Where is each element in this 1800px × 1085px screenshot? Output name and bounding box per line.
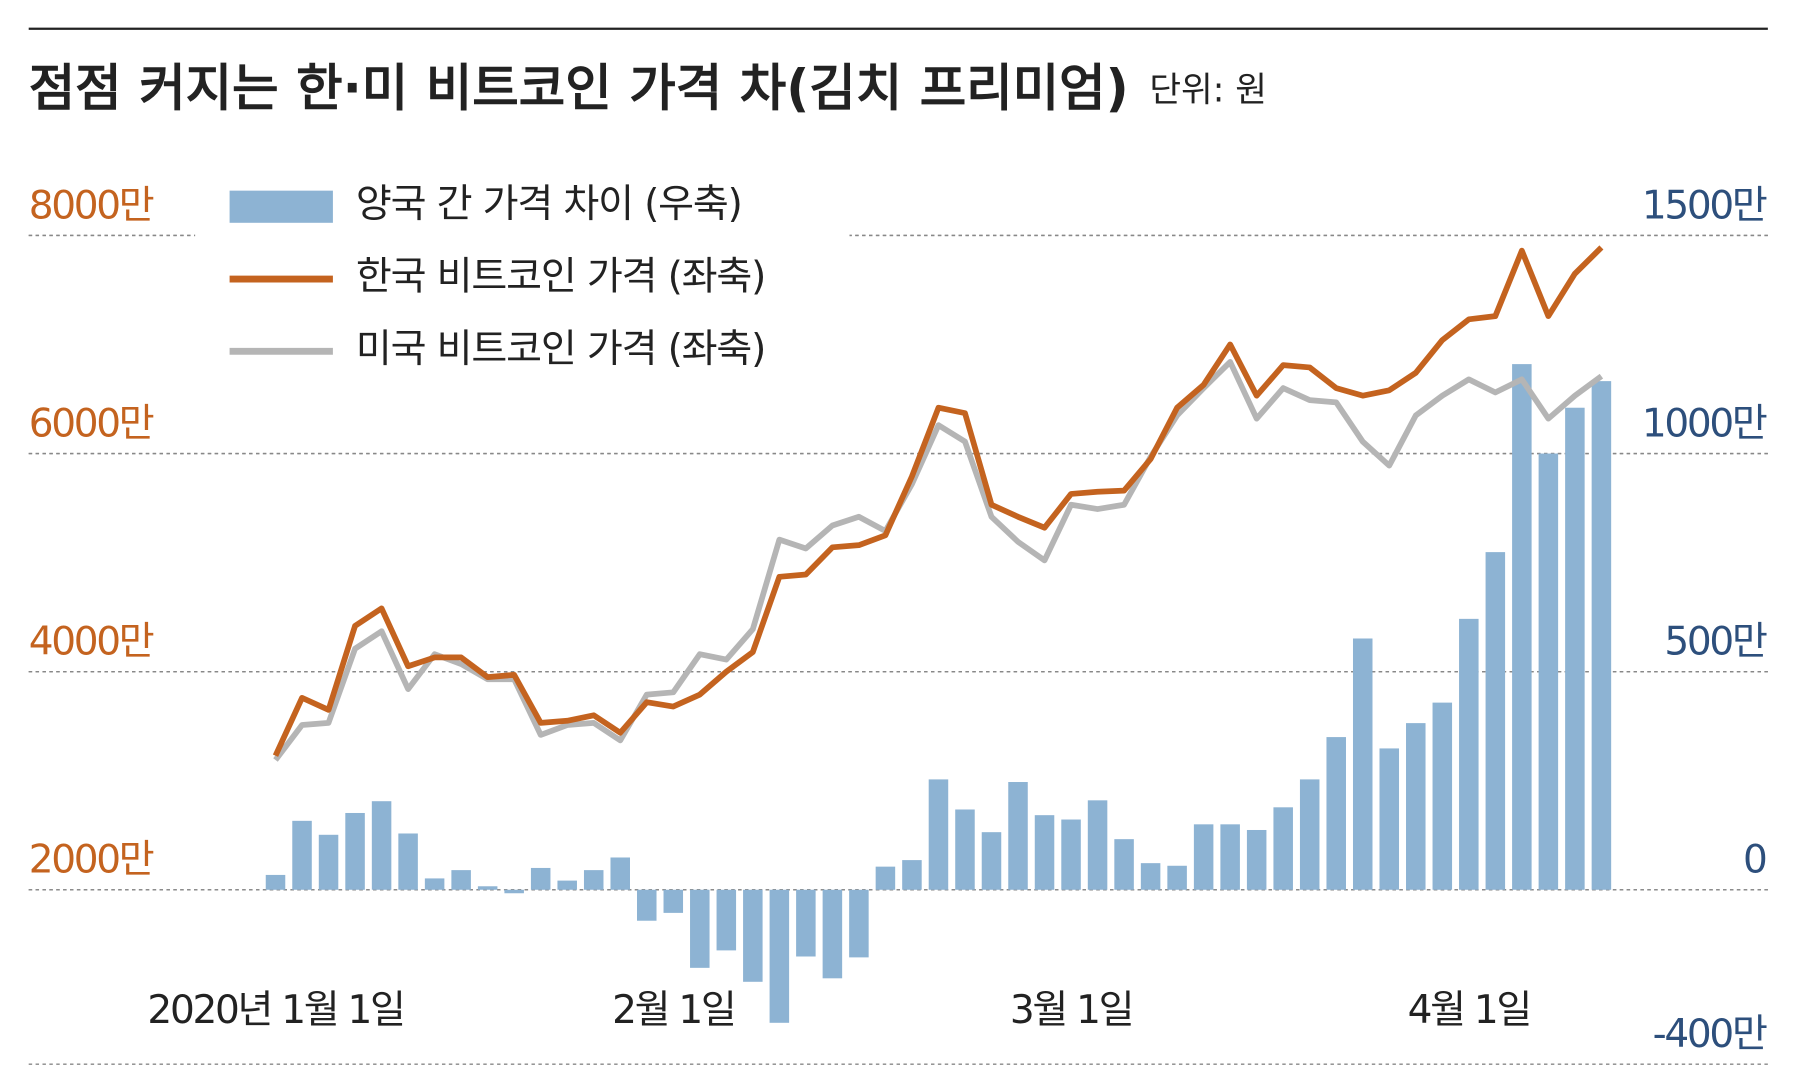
bar xyxy=(796,889,816,957)
y-tick-label: 8000만 xyxy=(29,183,154,228)
plot-area: 2000만 4000만 6000만 8000만 -400만 0 500만 1000만 1500만… xyxy=(28,183,1769,1065)
bar xyxy=(1379,748,1400,890)
legend-label: 양국 간 가격 차이 (우축) xyxy=(356,182,742,227)
bar xyxy=(1193,824,1214,890)
x-tick-label: 2020년 1월 1일 xyxy=(147,988,403,1033)
bar xyxy=(1565,407,1585,890)
line xyxy=(272,245,1604,757)
bar xyxy=(1246,829,1267,890)
bar xyxy=(451,870,471,890)
bar xyxy=(690,889,710,968)
bar xyxy=(1432,702,1453,890)
y-tick-label: 2000만 xyxy=(29,838,154,883)
bar xyxy=(955,809,975,890)
bar xyxy=(822,889,843,979)
bar xyxy=(477,886,498,890)
bar xyxy=(1352,638,1373,890)
bar xyxy=(504,889,524,894)
legend-swatch xyxy=(229,190,333,223)
bar xyxy=(875,866,896,890)
bar xyxy=(1140,863,1161,890)
bar xyxy=(1034,815,1055,890)
bar xyxy=(981,832,1002,890)
bar xyxy=(292,820,312,890)
bar xyxy=(902,860,922,890)
bar xyxy=(557,880,577,890)
bar xyxy=(1167,865,1187,890)
chart-subtitle: 단위: 원 xyxy=(1149,70,1267,110)
bar xyxy=(1512,364,1532,890)
bar xyxy=(743,889,763,982)
bar xyxy=(769,889,790,1023)
line xyxy=(273,359,1604,762)
chart-title: 점점 커지는 한·미 비트코인 가격 차(김치 프리미엄) xyxy=(29,58,1129,117)
bar xyxy=(716,889,737,951)
bar xyxy=(1220,824,1240,890)
y2-tick-label: 1500만 xyxy=(1642,183,1767,228)
bar xyxy=(530,867,551,890)
bar xyxy=(663,889,684,913)
bar xyxy=(371,801,392,890)
x-tick-label: 4월 1일 xyxy=(1408,988,1530,1033)
bar xyxy=(928,779,949,890)
bar xyxy=(1008,782,1028,890)
bar xyxy=(1538,453,1559,890)
bar xyxy=(1326,737,1346,890)
bar xyxy=(610,857,630,890)
y2-tick-label: -400만 xyxy=(1653,1012,1767,1057)
bar xyxy=(345,812,365,890)
bar xyxy=(849,889,869,958)
bar xyxy=(1459,618,1479,890)
legend-label: 한국 비트코인 가격 (좌축) xyxy=(356,255,765,300)
bar xyxy=(398,833,418,890)
bar xyxy=(1591,381,1612,890)
bar xyxy=(265,874,286,890)
y2-tick-label: 1000만 xyxy=(1642,401,1767,446)
bar xyxy=(1061,819,1081,890)
grid xyxy=(28,234,1768,1065)
bar xyxy=(1114,839,1134,890)
legend: 양국 간 가격 차이 (우축) 한국 비트코인 가격 (좌축) 미국 비트코인 가격… xyxy=(195,172,850,379)
bar xyxy=(637,889,657,921)
bar xyxy=(1485,552,1506,890)
x-tick-label: 3월 1일 xyxy=(1010,988,1132,1033)
legend-label: 미국 비트코인 가격 (좌축) xyxy=(356,327,765,372)
y-tick-label: 4000만 xyxy=(29,620,154,665)
bar xyxy=(424,878,445,890)
y-tick-label: 6000만 xyxy=(29,401,154,446)
y2-tick-label: 0 xyxy=(1743,838,1766,883)
bar xyxy=(1406,723,1426,890)
y2-tick-label: 500만 xyxy=(1664,620,1767,665)
bar xyxy=(318,834,339,890)
x-tick-label: 2월 1일 xyxy=(612,988,734,1033)
bar xyxy=(583,870,604,890)
bar xyxy=(1273,807,1293,890)
bar xyxy=(1299,779,1320,890)
bar xyxy=(1087,800,1108,890)
